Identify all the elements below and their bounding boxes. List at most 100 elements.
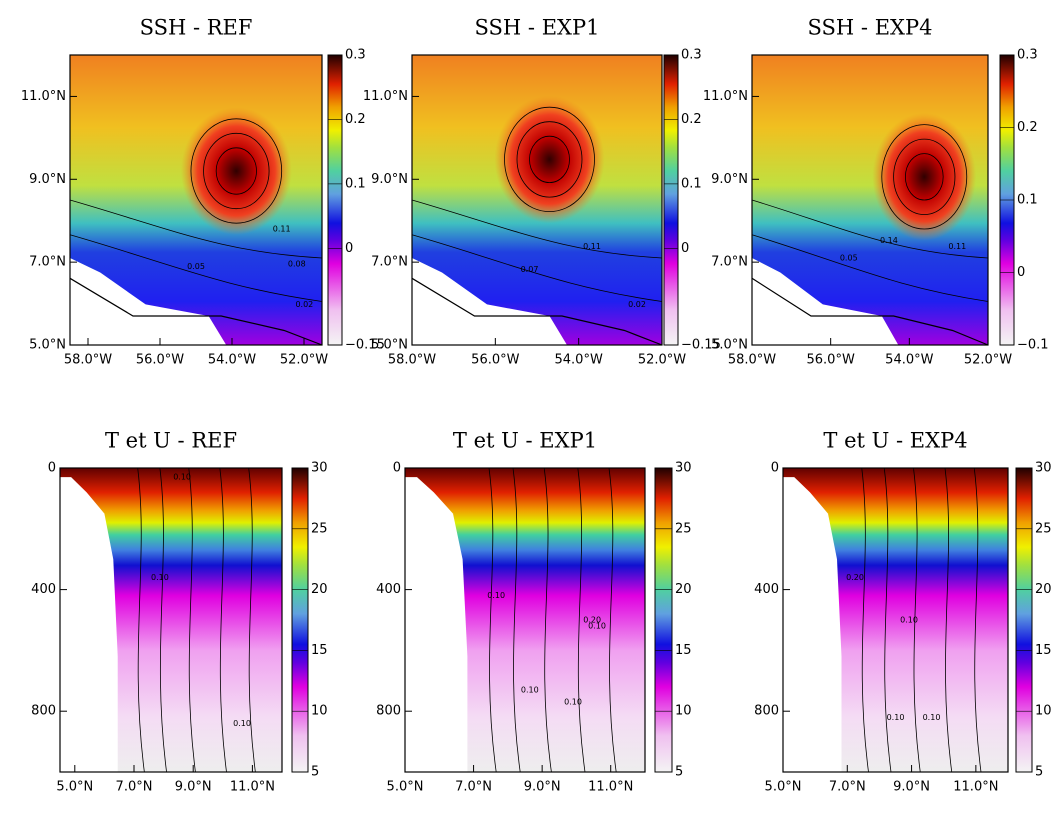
coastline	[411, 277, 663, 346]
contour-label: 0.10	[588, 622, 606, 631]
x-tick-label: 58.0°W	[728, 353, 776, 368]
x-tick-label: 52.0°W	[638, 353, 686, 368]
contour-label: 0.11	[948, 242, 966, 251]
plot-frame	[59, 467, 283, 773]
x-tick-label: 7.0°N	[455, 780, 492, 795]
colorbar-label: 30	[675, 461, 692, 476]
contour-line	[159, 467, 167, 773]
contour-line	[751, 199, 989, 259]
contour-line	[516, 121, 583, 198]
colorbar-label: 0.1	[345, 176, 366, 191]
colorbar	[327, 54, 343, 346]
panel-title: T et U - EXP4	[823, 429, 967, 453]
panel-title: SSH - EXP1	[475, 16, 600, 40]
coastline	[751, 277, 989, 346]
y-tick-label: 9.0°N	[371, 172, 408, 187]
y-tick-label: 0	[771, 461, 779, 476]
x-tick-label: 58.0°W	[64, 353, 112, 368]
contour-line	[881, 124, 968, 230]
x-tick-label: 9.0°N	[524, 780, 561, 795]
x-tick-label: 5.0°N	[387, 780, 424, 795]
x-tick-label: 9.0°N	[893, 780, 930, 795]
contour-line	[190, 118, 283, 224]
colorbar-label: 10	[311, 704, 328, 719]
land	[60, 477, 118, 772]
colorbar-label: 0	[345, 241, 353, 256]
colorbar-label: 0	[681, 241, 689, 256]
colorbar-label: 20	[311, 582, 328, 597]
colorbar	[663, 54, 679, 346]
eddy	[872, 113, 977, 241]
contour-line	[69, 234, 323, 302]
colorbar-label: 5	[1035, 765, 1043, 780]
y-tick-label: 800	[31, 704, 56, 719]
contour-label: 0.10	[151, 573, 169, 582]
colorbar	[291, 467, 309, 773]
land	[405, 477, 468, 772]
contour-label: 0.07	[521, 265, 539, 274]
contour-line	[883, 467, 892, 773]
contour-line	[893, 138, 956, 215]
y-tick-label: 5.0°N	[29, 338, 66, 353]
x-tick-label: 58.0°W	[388, 353, 436, 368]
colorbar-label: 5	[675, 765, 683, 780]
y-tick-label: 400	[754, 582, 779, 597]
plot-frame	[411, 54, 663, 346]
colorbar-label: −0.15	[681, 338, 721, 353]
colorbar-label: 0.2	[345, 112, 366, 127]
x-tick-label: 5.0°N	[56, 780, 93, 795]
land	[783, 477, 842, 772]
colorbar-label: 0.2	[1017, 120, 1038, 135]
colorbar-label: 25	[675, 521, 692, 536]
x-tick-label: 56.0°W	[471, 353, 519, 368]
contour-line	[203, 132, 270, 210]
x-tick-label: 11.0°N	[588, 780, 633, 795]
colorbar	[1015, 467, 1033, 773]
colorbar-label: 0.1	[1017, 193, 1038, 208]
y-tick-label: 0	[393, 461, 401, 476]
contour-line	[608, 467, 617, 773]
land	[752, 258, 899, 345]
land	[70, 258, 227, 345]
colorbar-label: 0.3	[345, 48, 366, 63]
contour-line	[913, 467, 921, 773]
colorbar-label: 0.2	[681, 112, 702, 127]
contour-line	[973, 467, 982, 773]
y-tick-label: 11.0°N	[703, 89, 748, 104]
x-tick-label: 7.0°N	[829, 780, 866, 795]
plot-frame	[782, 467, 1009, 773]
y-tick-label: 0	[48, 461, 56, 476]
eddy	[494, 95, 605, 224]
panel-title: T et U - EXP1	[453, 429, 597, 453]
contour-line	[188, 467, 196, 773]
plot-frame	[404, 467, 646, 773]
contour-label: 0.10	[521, 685, 539, 694]
plot-frame	[69, 54, 323, 346]
colorbar-label: 15	[675, 643, 692, 658]
contour-line	[219, 467, 227, 773]
y-tick-label: 800	[376, 704, 401, 719]
y-tick-label: 7.0°N	[29, 255, 66, 270]
colorbar-label: 15	[311, 643, 328, 658]
contour-label: 0.11	[583, 242, 601, 251]
colorbar-label: 25	[1035, 521, 1052, 536]
contour-label: 0.14	[880, 236, 898, 245]
contour-line	[411, 199, 663, 259]
y-tick-label: 800	[754, 704, 779, 719]
contour-label: 0.20	[846, 573, 864, 582]
x-tick-label: 56.0°W	[136, 353, 184, 368]
contour-label: 0.10	[900, 616, 918, 625]
x-tick-label: 54.0°W	[885, 353, 933, 368]
contour-label: 0.02	[295, 300, 313, 309]
x-tick-label: 56.0°W	[807, 353, 855, 368]
contour-line	[529, 135, 570, 183]
contour-line	[411, 234, 663, 302]
panel: SSH - REF 0.11 0.08 0.05 0.02 58.0°W 56.0°W 54.…	[21, 16, 385, 368]
contour-label: 0.20	[583, 616, 601, 625]
x-tick-label: 7.0°N	[116, 780, 153, 795]
contour-line	[137, 467, 145, 773]
contour-label: 0.05	[840, 254, 858, 263]
y-tick-label: 9.0°N	[711, 172, 748, 187]
panel-title: SSH - REF	[140, 16, 253, 40]
contour-line	[751, 234, 989, 302]
